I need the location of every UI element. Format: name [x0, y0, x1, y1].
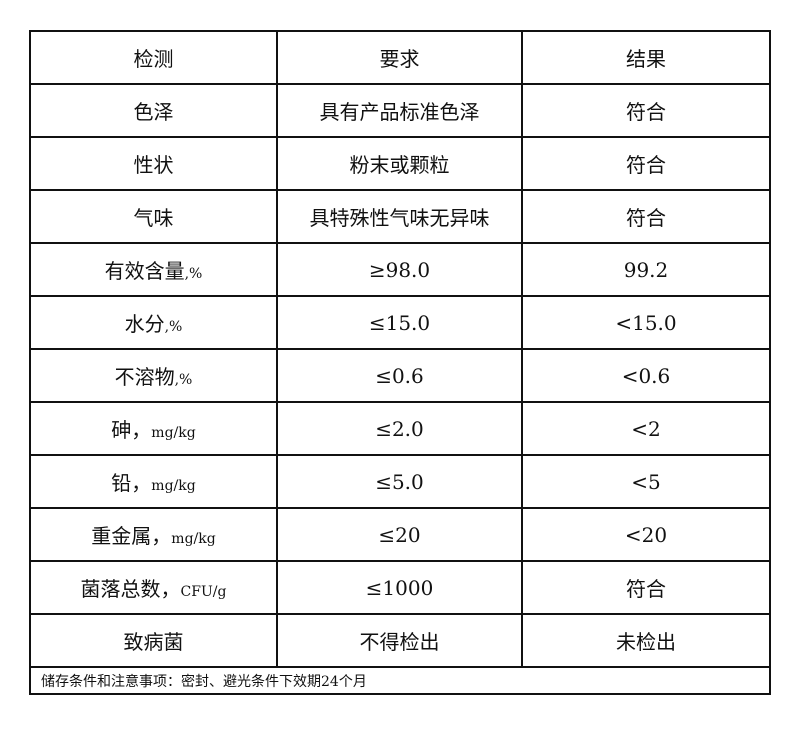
result-cell: <5	[521, 454, 771, 509]
table-row: 重金属，mg/kg ≤20 <20	[29, 507, 771, 562]
item-unit: ,%	[164, 319, 183, 335]
item-cell: 不溶物,%	[29, 348, 278, 403]
requirement-cell: ≥98.0	[276, 242, 523, 297]
item-cell: 气味	[29, 189, 278, 244]
item-name: 菌落总数，	[80, 577, 181, 601]
storage-note: 储存条件和注意事项：密封、避光条件下效期24个月	[29, 666, 771, 695]
result-cell: 符合	[521, 136, 771, 191]
item-cell: 性状	[29, 136, 278, 191]
table-row: 铅，mg/kg ≤5.0 <5	[29, 454, 771, 509]
table-row: 性状 粉末或颗粒 符合	[29, 136, 771, 191]
result-cell: 符合	[521, 189, 771, 244]
item-cell: 砷，mg/kg	[29, 401, 278, 456]
table-row: 有效含量,% ≥98.0 99.2	[29, 242, 771, 297]
result-cell: 符合	[521, 560, 771, 615]
item-name: 致病菌	[123, 630, 184, 654]
requirement-cell: 粉末或颗粒	[276, 136, 523, 191]
item-name: 铅，	[111, 471, 152, 495]
item-cell: 水分,%	[29, 295, 278, 350]
table-row: 水分,% ≤15.0 <15.0	[29, 295, 771, 350]
table-row: 色泽 具有产品标准色泽 符合	[29, 83, 771, 138]
item-unit: CFU/g	[180, 584, 227, 600]
note-row: 储存条件和注意事项：密封、避光条件下效期24个月	[29, 666, 771, 695]
item-unit: mg/kg	[151, 425, 196, 441]
item-cell: 色泽	[29, 83, 278, 138]
item-cell: 重金属，mg/kg	[29, 507, 278, 562]
item-name: 有效含量	[104, 259, 185, 283]
requirement-cell: ≤2.0	[276, 401, 523, 456]
result-cell: <0.6	[521, 348, 771, 403]
table-row: 致病菌 不得检出 未检出	[29, 613, 771, 668]
item-cell: 菌落总数，CFU/g	[29, 560, 278, 615]
item-name: 砷，	[111, 418, 152, 442]
item-unit: ,%	[184, 266, 203, 282]
table-row: 气味 具特殊性气味无异味 符合	[29, 189, 771, 244]
item-name: 气味	[133, 206, 174, 230]
item-cell: 有效含量,%	[29, 242, 278, 297]
header-cell: 要求	[276, 30, 523, 85]
requirement-cell: 不得检出	[276, 613, 523, 668]
result-cell: <20	[521, 507, 771, 562]
table-row: 砷，mg/kg ≤2.0 <2	[29, 401, 771, 456]
header-row: 检测 要求 结果	[29, 30, 771, 85]
result-cell: <15.0	[521, 295, 771, 350]
item-name: 重金属，	[91, 524, 172, 548]
item-unit: ,%	[174, 372, 193, 388]
item-name: 性状	[133, 153, 174, 177]
item-unit: mg/kg	[151, 478, 196, 494]
result-cell: <2	[521, 401, 771, 456]
item-unit: mg/kg	[171, 531, 216, 547]
requirement-cell: ≤5.0	[276, 454, 523, 509]
table-row: 不溶物,% ≤0.6 <0.6	[29, 348, 771, 403]
result-cell: 未检出	[521, 613, 771, 668]
item-name: 水分	[124, 312, 165, 336]
table-row: 菌落总数，CFU/g ≤1000 符合	[29, 560, 771, 615]
item-name: 不溶物	[114, 365, 175, 389]
requirement-cell: ≤20	[276, 507, 523, 562]
result-cell: 符合	[521, 83, 771, 138]
requirement-cell: 具有产品标准色泽	[276, 83, 523, 138]
item-name: 色泽	[133, 100, 174, 124]
header-cell: 结果	[521, 30, 771, 85]
requirement-cell: ≤15.0	[276, 295, 523, 350]
inspection-table: 检测 要求 结果 色泽 具有产品标准色泽 符合 性状 粉末或颗粒 符合 气味 具特殊…	[29, 30, 771, 695]
requirement-cell: 具特殊性气味无异味	[276, 189, 523, 244]
item-cell: 致病菌	[29, 613, 278, 668]
requirement-cell: ≤1000	[276, 560, 523, 615]
header-cell: 检测	[29, 30, 278, 85]
item-cell: 铅，mg/kg	[29, 454, 278, 509]
result-cell: 99.2	[521, 242, 771, 297]
requirement-cell: ≤0.6	[276, 348, 523, 403]
